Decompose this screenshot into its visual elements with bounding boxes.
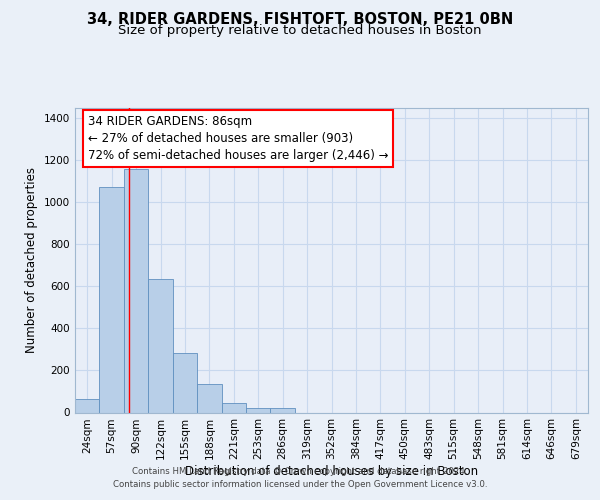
Text: 34 RIDER GARDENS: 86sqm
← 27% of detached houses are smaller (903)
72% of semi-d: 34 RIDER GARDENS: 86sqm ← 27% of detache…	[88, 115, 388, 162]
Bar	[75, 399, 100, 412]
Text: Contains public sector information licensed under the Open Government Licence v3: Contains public sector information licen…	[113, 480, 487, 489]
Bar	[271, 408, 295, 412]
X-axis label: Distribution of detached houses by size in Boston: Distribution of detached houses by size …	[185, 465, 478, 478]
Bar	[148, 279, 173, 412]
Bar	[124, 168, 148, 412]
Bar	[173, 352, 197, 412]
Text: Size of property relative to detached houses in Boston: Size of property relative to detached ho…	[118, 24, 482, 37]
Text: 34, RIDER GARDENS, FISHTOFT, BOSTON, PE21 0BN: 34, RIDER GARDENS, FISHTOFT, BOSTON, PE2…	[87, 12, 513, 28]
Bar	[197, 384, 221, 412]
Bar	[221, 402, 246, 412]
Bar	[100, 188, 124, 412]
Y-axis label: Number of detached properties: Number of detached properties	[25, 167, 38, 353]
Text: Contains HM Land Registry data © Crown copyright and database right 2024.: Contains HM Land Registry data © Crown c…	[132, 467, 468, 476]
Bar	[246, 408, 271, 412]
